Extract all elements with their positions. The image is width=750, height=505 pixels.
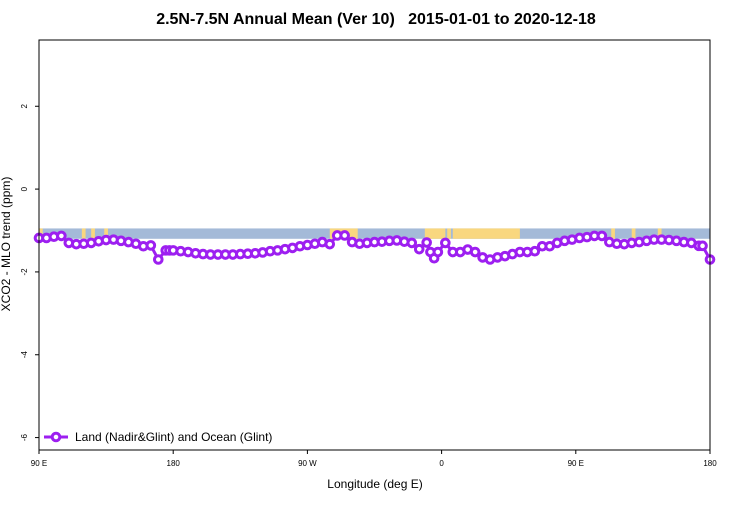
plot-frame <box>38 39 711 451</box>
data-point <box>413 243 425 255</box>
land-segment <box>443 228 446 239</box>
y-tick-label: 2 <box>20 103 29 108</box>
x-tick-label: 90 E <box>568 459 584 468</box>
data-point <box>440 237 451 249</box>
land-segment <box>104 228 108 239</box>
land-segment <box>447 228 451 239</box>
x-tick-label: 180 <box>703 459 717 468</box>
y-axis-label: XCO2 - MLO trend (ppm) <box>0 177 13 312</box>
data-point <box>406 237 418 249</box>
series-points-layer <box>33 230 716 265</box>
land-segment <box>329 228 334 239</box>
chart-title: 2.5N-7.5N Annual Mean (Ver 10) 2015-01-0… <box>156 11 596 28</box>
x-axis-label: Longitude (deg E) <box>327 477 422 491</box>
data-point <box>596 230 608 242</box>
x-tick-label: 180 <box>167 459 181 468</box>
land-segment <box>91 228 95 239</box>
land-segment <box>424 228 444 239</box>
y-axis-ticks: 2 0 -2 -4 -6 <box>20 103 39 441</box>
y-tick-label: -2 <box>20 268 29 276</box>
y-tick-label: -4 <box>20 351 29 359</box>
data-point <box>529 245 541 257</box>
data-point <box>152 254 164 265</box>
data-point <box>56 230 67 242</box>
land-segment <box>631 228 636 239</box>
land-segment <box>81 228 86 239</box>
x-axis-ticks: 90 E 180 90 W 0 90 E 180 <box>31 450 717 468</box>
x-tick-label: 90 E <box>31 459 47 468</box>
ocean-band <box>39 228 710 239</box>
x-tick-label: 90 W <box>298 459 317 468</box>
y-tick-label: 0 <box>20 186 29 191</box>
x-tick-label: 0 <box>439 459 444 468</box>
data-point <box>145 240 157 251</box>
legend-marker <box>50 431 62 443</box>
data-point <box>324 238 336 250</box>
data-point <box>432 246 444 258</box>
land-segment <box>657 228 662 239</box>
legend-label: Land (Nadir&Glint) and Ocean (Glint) <box>75 430 272 444</box>
land-segment <box>452 228 520 239</box>
y-tick-label: -6 <box>20 433 29 441</box>
data-point <box>339 230 350 241</box>
land-segment <box>611 228 615 239</box>
data-point <box>421 237 432 248</box>
data-point <box>469 246 481 258</box>
data-point <box>697 240 708 252</box>
legend: Land (Nadir&Glint) and Ocean (Glint) <box>44 430 272 444</box>
